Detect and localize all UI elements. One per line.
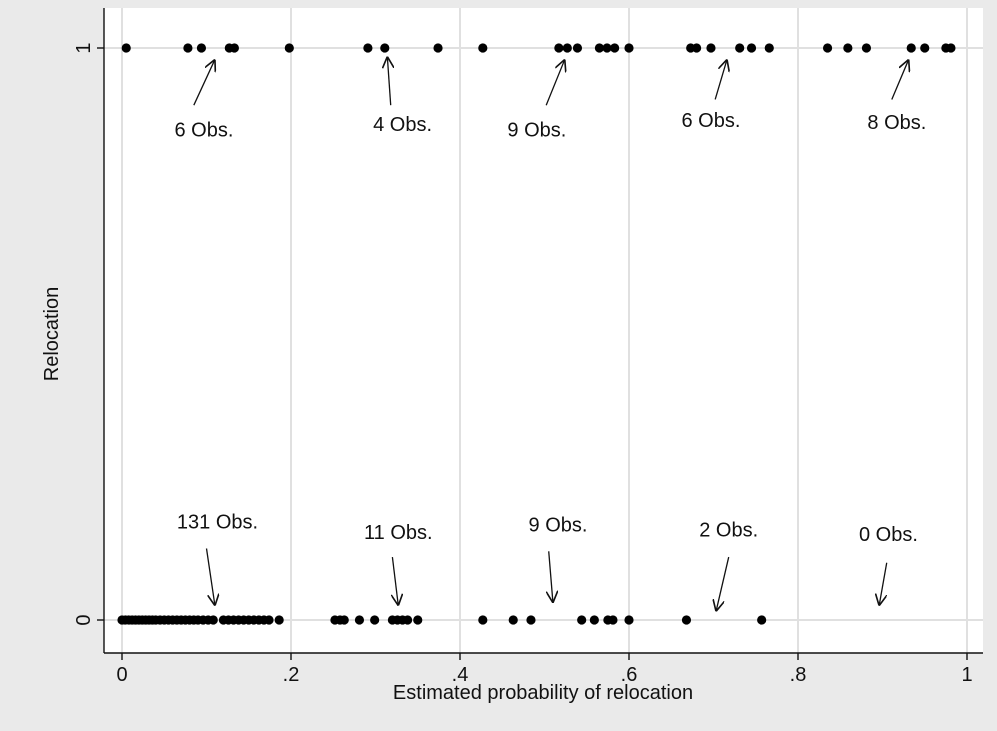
- data-point-relocated: [861, 43, 872, 53]
- data-point-relocated: [562, 43, 572, 53]
- annotations: 6 Obs. 4 Obs. 9 Obs. 6 Obs. 8 Obs. 131 Obs. 11…: [175, 57, 926, 612]
- data-point-relocated: [822, 43, 833, 53]
- data-point-not-relocated: [478, 615, 488, 625]
- data-point-not-relocated: [608, 615, 618, 625]
- data-point-relocated: [610, 43, 620, 53]
- x-tick-label: 1: [961, 664, 972, 686]
- data-point-relocated: [735, 43, 745, 53]
- data-point-relocated: [183, 43, 193, 53]
- data-point-not-relocated: [681, 615, 692, 625]
- annotation-arrow: [387, 57, 390, 106]
- data-point-relocated: [843, 43, 853, 53]
- data-point-not-relocated: [624, 615, 634, 625]
- annotation-label: 11 Obs.: [364, 522, 433, 544]
- annotation-label: 2 Obs.: [699, 519, 758, 541]
- data-point-not-relocated: [413, 615, 423, 625]
- annotation-label: 9 Obs.: [507, 120, 566, 142]
- annotation-relocated: 6 Obs.: [682, 59, 741, 132]
- data-point-relocated: [284, 43, 294, 53]
- annotation-not-relocated: 131 Obs.: [177, 511, 258, 605]
- data-point-not-relocated: [264, 615, 274, 625]
- data-point-not-relocated: [589, 615, 599, 625]
- annotation-label: 8 Obs.: [867, 112, 926, 134]
- data-point-relocated: [624, 43, 634, 53]
- y-axis-title: Relocation: [41, 287, 63, 382]
- x-tick-label: .6: [621, 664, 638, 686]
- annotation-arrow: [714, 59, 727, 100]
- data-point-relocated: [906, 43, 916, 53]
- annotation-relocated: 6 Obs.: [175, 59, 234, 142]
- data-point-relocated: [433, 43, 443, 53]
- data-point-relocated: [692, 43, 702, 53]
- annotation-not-relocated: 0 Obs.: [859, 524, 918, 606]
- data-point-relocated: [594, 43, 605, 53]
- annotation-not-relocated: 9 Obs.: [529, 514, 588, 603]
- data-point-relocated: [746, 43, 757, 53]
- annotation-arrow: [891, 59, 909, 100]
- data-point-relocated: [478, 43, 488, 53]
- data-point-relocated: [706, 43, 716, 53]
- data-point-not-relocated: [274, 615, 284, 625]
- data-point-relocated: [363, 43, 373, 53]
- data-point-relocated: [554, 43, 564, 53]
- annotation-label: 4 Obs.: [373, 114, 432, 136]
- y-tick-label: 1: [73, 42, 95, 53]
- x-tick-label: .4: [452, 664, 469, 686]
- data-point-not-relocated: [757, 615, 767, 625]
- data-point-relocated: [229, 43, 239, 53]
- data-point-relocated: [572, 43, 583, 53]
- data-point-relocated: [764, 43, 774, 53]
- data-point-not-relocated: [208, 615, 218, 625]
- x-axis-ticks: 0 .2 .4 .6 .8 1: [116, 653, 973, 686]
- grid-lines: [104, 8, 983, 653]
- annotation-label: 6 Obs.: [682, 110, 741, 132]
- annotation-relocated: 9 Obs.: [507, 59, 566, 142]
- data-point-relocated: [920, 43, 930, 53]
- data-point-relocated: [196, 43, 207, 53]
- axes: [103, 8, 983, 654]
- annotation-label: 131 Obs.: [177, 511, 258, 533]
- data-point-not-relocated: [526, 615, 536, 625]
- annotation-arrow: [392, 557, 398, 606]
- data-point-not-relocated: [403, 615, 413, 625]
- annotation-relocated: 4 Obs.: [373, 57, 432, 136]
- annotation-label: 6 Obs.: [175, 120, 234, 142]
- data-point-not-relocated: [577, 615, 587, 625]
- data-point-not-relocated: [339, 615, 349, 625]
- annotation-label: 0 Obs.: [859, 524, 918, 546]
- x-tick-label: .8: [790, 664, 807, 686]
- data-point-not-relocated: [370, 615, 380, 625]
- data-points: [117, 43, 956, 625]
- y-axis-ticks: 01: [73, 42, 104, 626]
- annotation-arrow: [545, 59, 565, 106]
- data-point-relocated: [121, 43, 131, 53]
- data-point-not-relocated: [508, 615, 518, 625]
- data-point-relocated: [946, 43, 956, 53]
- x-tick-label: .2: [283, 664, 300, 686]
- annotation-arrow: [879, 562, 888, 606]
- data-point-relocated: [602, 43, 612, 53]
- x-tick-label: 0: [116, 664, 127, 686]
- annotation-arrow: [716, 556, 730, 611]
- annotation-label: 9 Obs.: [529, 514, 588, 536]
- annotation-arrow: [549, 551, 553, 602]
- data-point-not-relocated: [354, 615, 365, 625]
- annotation-arrow: [193, 59, 215, 106]
- x-axis-title: Estimated probability of relocation: [393, 682, 693, 704]
- annotation-relocated: 8 Obs.: [867, 59, 926, 134]
- data-point-relocated: [380, 43, 390, 53]
- y-tick-label: 0: [73, 614, 95, 625]
- plot-area: [104, 8, 983, 653]
- annotation-arrow: [205, 548, 215, 606]
- annotation-not-relocated: 11 Obs.: [364, 522, 433, 606]
- annotation-not-relocated: 2 Obs.: [699, 519, 758, 611]
